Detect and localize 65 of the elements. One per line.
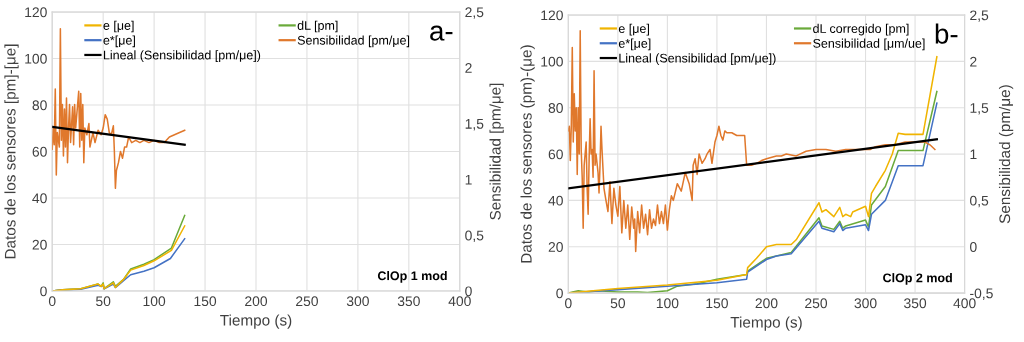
legend-label: Lineal (Sensibilidad [pm/μe]) (619, 53, 776, 66)
y2-axis-title: Sensibilidad (pm/μe) (998, 85, 1014, 224)
y-axis-title: Datos de los sensores [pm]-[μe] (4, 44, 19, 259)
y2-tick-label: 2,5 (970, 10, 989, 22)
x-tick-label: 100 (656, 298, 679, 309)
legend-label: Lineal (Sensibilidad [pm/μe]) (103, 50, 261, 62)
x-axis-title: Tiempo (s) (730, 316, 802, 331)
y-tick-label: 120 (541, 10, 563, 21)
x-tick-label: 350 (904, 298, 927, 309)
x-tick-label: 200 (245, 296, 268, 307)
x-tick-label: 0 (48, 296, 56, 307)
y-tick-label: 80 (32, 100, 47, 111)
y-tick-label: 60 (548, 149, 563, 160)
x-axis-title: Tiempo (s) (220, 314, 292, 329)
annotation: a- (430, 25, 453, 41)
legend-label: e [μe] (618, 23, 649, 36)
legend-label: e*[μe] (618, 38, 651, 51)
x-tick-label: 400 (953, 298, 976, 309)
y-tick-label: 60 (32, 146, 47, 157)
y-tick-label: 40 (548, 195, 563, 206)
y2-tick-label: -0,5 (970, 288, 993, 300)
y2-tick-label: 2,5 (465, 7, 484, 19)
legend-label: dL corregido [pm] (813, 23, 909, 36)
annotation: ClOp 2 mod (883, 273, 952, 285)
y2-tick-label: 1,5 (465, 119, 484, 131)
x-tick-label: 200 (755, 298, 778, 309)
y2-axis-title: Sensibilidad [pm/μe] (489, 83, 504, 220)
y-tick-label: 0 (40, 286, 47, 297)
y-tick-label: 120 (25, 7, 47, 18)
y-tick-label: 80 (548, 103, 563, 113)
legend-label: Sensibilidad [μm/ue] (813, 38, 925, 51)
y-tick-label: 40 (32, 193, 47, 204)
x-tick-label: 350 (397, 296, 420, 307)
legend-label: e [μe] (103, 20, 134, 33)
y-tick-label: 20 (32, 239, 47, 250)
x-tick-label: 0 (565, 298, 572, 309)
y-tick-label: 100 (541, 56, 563, 67)
y2-tick-label: 0 (970, 242, 977, 252)
y2-tick-label: 0,5 (465, 230, 484, 243)
y-tick-label: 100 (25, 53, 47, 64)
y2-tick-label: 1,5 (970, 103, 989, 115)
x-tick-label: 300 (854, 298, 877, 309)
annotation: ClOp 1 mod (377, 271, 447, 283)
annotation: b- (935, 23, 958, 44)
y-tick-label: 0 (556, 288, 563, 299)
legend-label: dL [pm] (297, 20, 338, 33)
y-tick-label: 20 (548, 242, 563, 252)
x-tick-label: 150 (194, 296, 217, 307)
y2-tick-label: 2 (465, 63, 472, 73)
legend-label: e*[μe] (103, 35, 135, 48)
x-tick-label: 400 (448, 296, 471, 307)
x-tick-label: 150 (706, 298, 728, 309)
x-tick-label: 250 (296, 296, 318, 307)
x-tick-label: 100 (143, 296, 166, 307)
legend-label: Sensibilidad [pm/μe] (297, 35, 410, 48)
y-axis-title: Datos de los sensores (pm)-(μe) (520, 45, 535, 263)
x-tick-label: 300 (346, 296, 369, 307)
y2-tick-label: 0 (465, 286, 472, 297)
x-tick-label: 50 (610, 298, 626, 309)
y2-tick-label: 1 (970, 149, 977, 160)
x-tick-label: 50 (96, 296, 111, 307)
y2-tick-label: 1 (465, 174, 472, 185)
x-tick-label: 250 (805, 298, 828, 309)
y2-tick-label: 0,5 (970, 195, 989, 208)
y2-tick-label: 2 (970, 56, 977, 67)
